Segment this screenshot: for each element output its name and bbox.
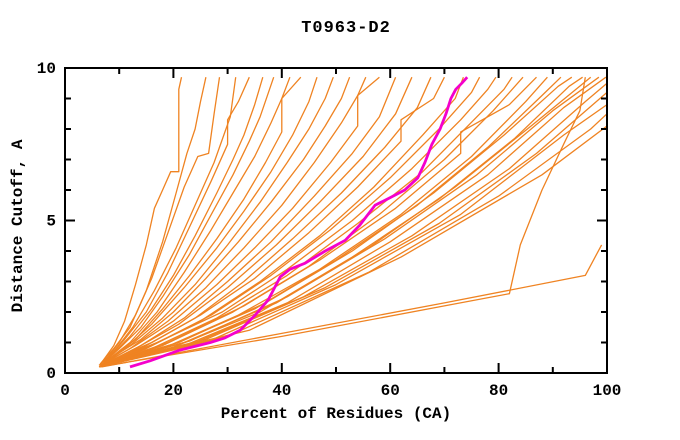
x-tick-label: 0 [60, 382, 70, 400]
model-line [104, 76, 497, 365]
y-tick-label: 10 [37, 60, 56, 78]
model-line [103, 77, 221, 363]
model-line [101, 244, 603, 368]
model-line [104, 91, 608, 365]
x-tick-label: 80 [489, 382, 508, 400]
model-line [105, 77, 264, 362]
model-line [99, 76, 367, 366]
model-line [102, 76, 291, 365]
x-axis-label: Percent of Residues (CA) [221, 405, 451, 423]
model-line [102, 113, 608, 367]
model-line [102, 77, 586, 367]
y-tick-label: 0 [46, 365, 56, 383]
model-line [102, 76, 250, 365]
model-line [102, 76, 592, 367]
x-tick-label: 60 [381, 382, 400, 400]
model-line [101, 77, 183, 363]
model-line [106, 125, 608, 365]
x-tick-label: 20 [164, 382, 183, 400]
model-line [98, 76, 513, 368]
x-tick-label: 40 [272, 382, 291, 400]
model-line [105, 76, 445, 363]
x-tick-label: 100 [593, 382, 622, 400]
model-line [105, 76, 351, 362]
model-line [98, 76, 318, 368]
model-line [106, 76, 600, 365]
model-line [100, 76, 275, 366]
chart-title: T0963-D2 [301, 19, 391, 38]
model-line [104, 76, 573, 365]
model-line [104, 76, 302, 363]
highlighted-model-line [129, 76, 469, 369]
model-line [104, 76, 397, 365]
model-line [102, 76, 334, 365]
model-line [99, 76, 413, 368]
model-line [102, 76, 380, 365]
y-tick-label: 5 [46, 213, 56, 231]
tick-labels: 0 20 40 60 80 100 0 5 10 [37, 60, 622, 400]
model-lines [98, 76, 608, 369]
axis-frame [64, 67, 608, 374]
model-line [98, 104, 608, 368]
model-line [105, 76, 537, 365]
axis-ticks [64, 67, 608, 374]
y-axis-label: Distance Cutoff, A [9, 139, 27, 312]
